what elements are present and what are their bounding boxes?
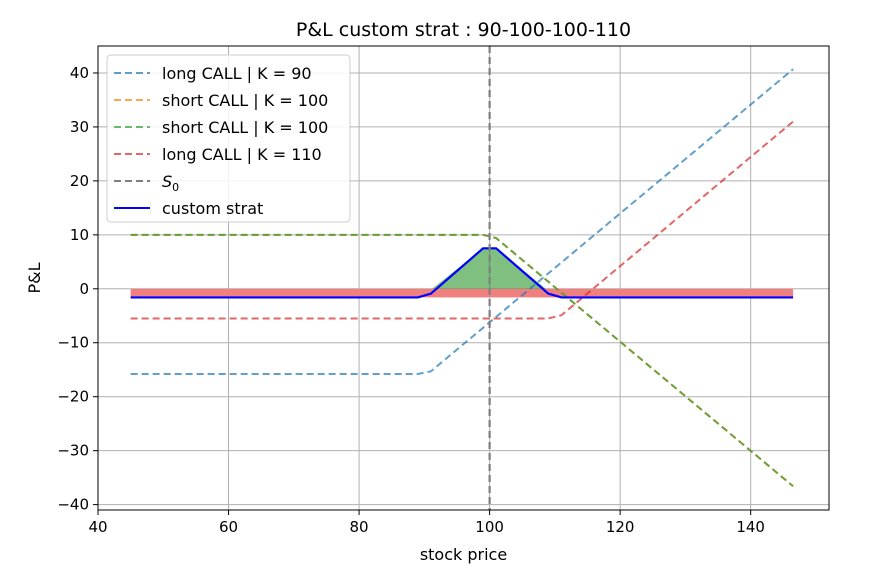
y-tick-label: 10 — [70, 226, 89, 244]
y-tick-label: 0 — [79, 280, 89, 298]
legend-label: long CALL | K = 90 — [162, 64, 312, 83]
legend-label: long CALL | K = 110 — [162, 145, 322, 164]
series-line-long-call-k-90 — [130, 68, 794, 376]
y-tick-label: −20 — [57, 388, 89, 406]
series-line-long-call-k-110 — [130, 120, 794, 320]
legend: long CALL | K = 90 short CALL | K = 100 sh… — [106, 54, 351, 223]
legend-label: short CALL | K = 100 — [162, 118, 328, 137]
x-tick-label: 60 — [219, 518, 238, 536]
chart-title: P&L custom strat : 90-100-100-110 — [296, 19, 631, 41]
legend-label: short CALL | K = 100 — [162, 91, 328, 110]
x-tick-label: 120 — [606, 518, 635, 536]
area-fills — [130, 248, 794, 298]
y-tick-label: −40 — [57, 496, 89, 514]
y-tick-label: 40 — [70, 64, 89, 82]
x-tick-label: 80 — [350, 518, 369, 536]
x-axis-label: stock price — [420, 545, 507, 564]
plot-frame — [97, 45, 830, 511]
legend-box — [106, 54, 351, 223]
y-tick-label: 30 — [70, 118, 89, 136]
y-tick-label: 20 — [70, 172, 89, 190]
y-tick-label: −30 — [57, 442, 89, 460]
y-tick-label: −10 — [57, 334, 89, 352]
legend-label: S0 — [162, 172, 179, 194]
x-tick-label: 40 — [88, 518, 107, 536]
x-tick-label: 100 — [475, 518, 504, 536]
loss-area — [130, 288, 794, 298]
axis-ticks: 40 60 80 100 120 140 −40 −30 −20 −10 0 10 20 30 40 — [57, 64, 765, 536]
series-line-short-call-k-100 — [130, 233, 794, 488]
y-axis-label: P&L — [25, 262, 44, 293]
legend-label: custom strat — [162, 199, 263, 218]
x-tick-label: 140 — [736, 518, 765, 536]
